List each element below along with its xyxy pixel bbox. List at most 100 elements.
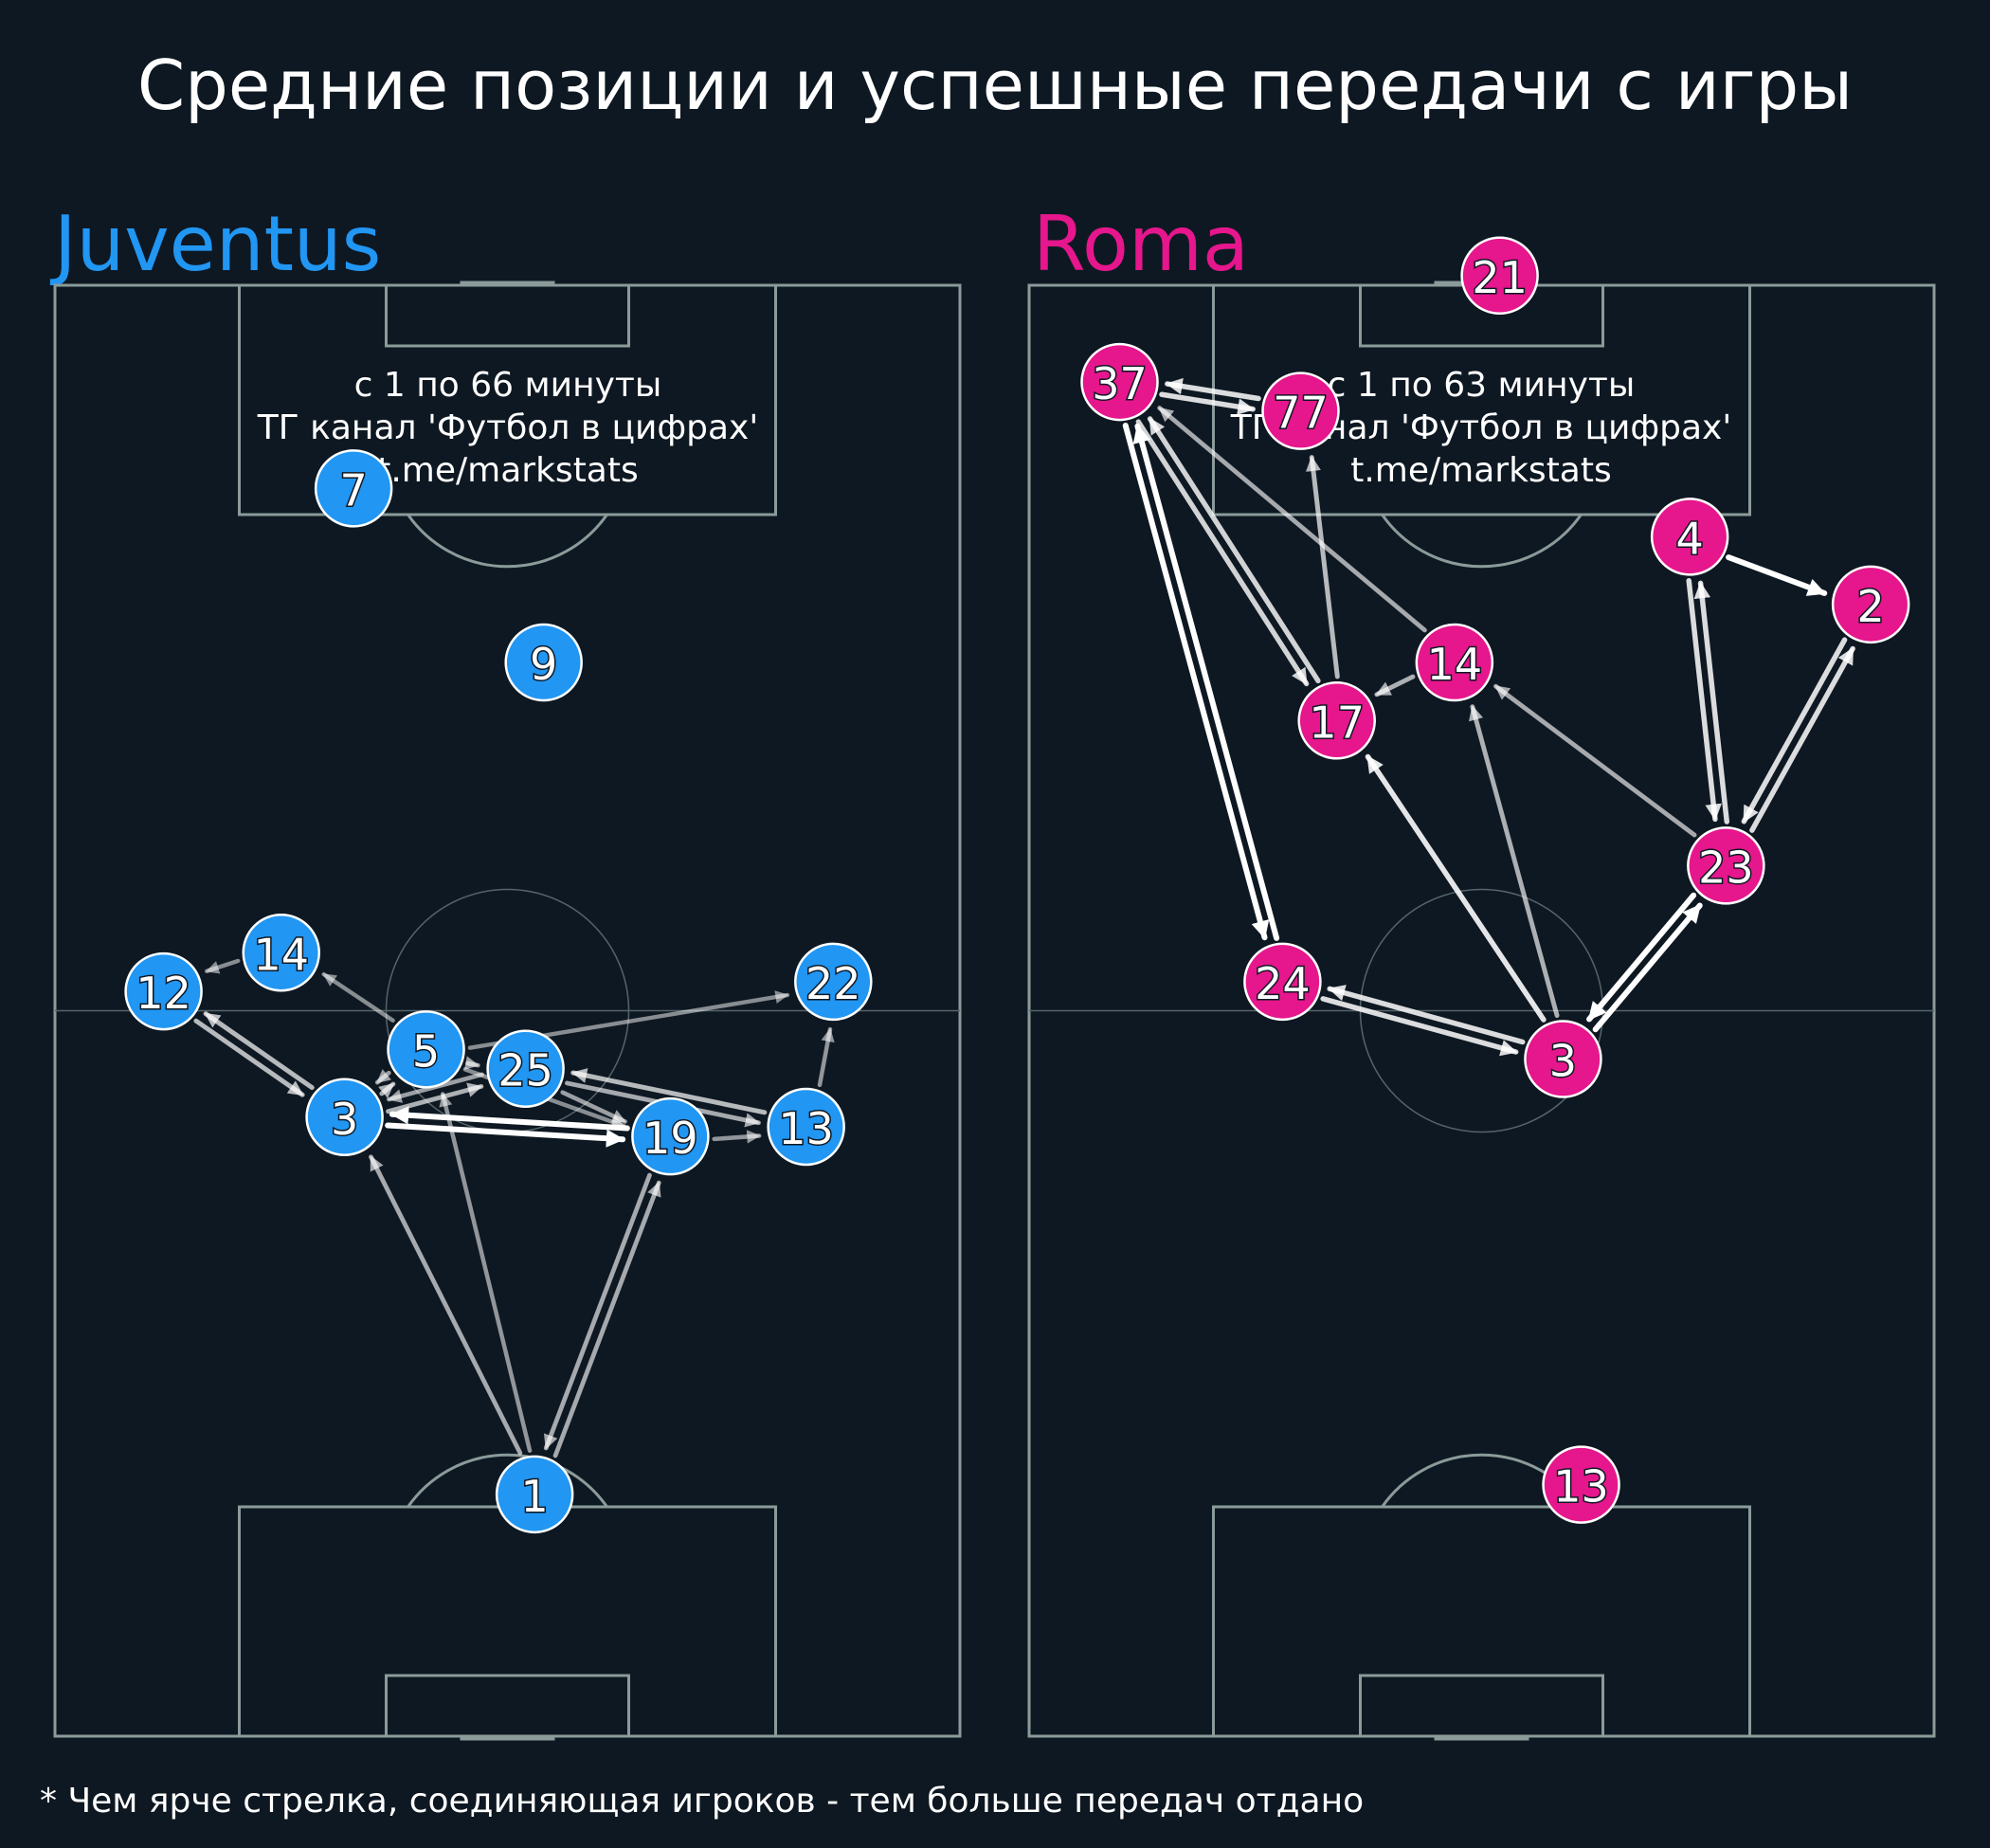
roma-player-77-marker [1261, 371, 1340, 450]
roma-pass-17-to-37 [1147, 416, 1321, 684]
roma-pass-24-to-3 [1320, 996, 1519, 1057]
roma-pass-23-to-2 [1749, 645, 1855, 833]
roma-player-77-label: 77 [1273, 388, 1329, 439]
roma-pass-37-to-17 [1135, 419, 1310, 687]
juventus-pass-3-to-5 [378, 1081, 396, 1098]
figure-title: Средние позиции и успешные передачи с иг… [137, 45, 1853, 125]
roma-pass-77-to-37 [1165, 377, 1261, 402]
juventus-pass-1-to-3 [369, 1154, 523, 1456]
roma-player-23-marker [1687, 826, 1765, 905]
roma-player-2-label: 2 [1857, 581, 1885, 632]
roma-pass-23-to-14 [1493, 683, 1697, 838]
juventus-passes [193, 958, 835, 1458]
juventus-player-9-label: 9 [530, 639, 557, 690]
juventus-player-13-label: 13 [778, 1103, 834, 1154]
roma-player-24-marker [1243, 942, 1322, 1022]
juventus-player-25-marker [486, 1029, 565, 1108]
juventus-info-line-3: t.me/markstats [377, 451, 638, 490]
juventus-player-5-marker [387, 1010, 465, 1089]
roma-player-2-marker [1831, 565, 1910, 644]
roma-player-14-marker [1415, 623, 1494, 702]
juventus-players: 7 9 14 12 22 5 25 3 19 13 1 [124, 449, 873, 1534]
juventus-pass-3-to-19 [385, 1122, 626, 1148]
roma-pass-2-to-23 [1741, 637, 1848, 824]
roma-player-37-marker [1080, 342, 1159, 422]
juventus-player-22-label: 22 [805, 958, 861, 1009]
roma-player-23-label: 23 [1698, 842, 1754, 893]
roma-player-13-label: 13 [1553, 1461, 1609, 1513]
roma-pass-23-to-3 [1586, 892, 1697, 1023]
roma-penalty-area-bottom [1212, 1505, 1751, 1738]
juventus-player-14-marker [242, 914, 320, 992]
roma-info-line-1: с 1 по 63 минуты [1328, 366, 1636, 405]
juventus-pass-14-to-12 [205, 958, 241, 974]
juventus-player-25-label: 25 [498, 1045, 553, 1096]
roma-player-24-label: 24 [1255, 958, 1311, 1009]
juventus-pass-12-to-3 [193, 1018, 305, 1097]
team-name-roma: Roma [1033, 200, 1249, 288]
roma-player-13-marker [1542, 1445, 1620, 1524]
roma-player-3-marker [1524, 1020, 1602, 1098]
roma-pass-3-to-17 [1365, 753, 1547, 1023]
juventus-player-19-label: 19 [642, 1113, 698, 1164]
juventus-player-12-label: 12 [136, 968, 191, 1019]
juventus-player-22-marker [794, 942, 873, 1022]
roma-pass-4-to-2 [1726, 554, 1828, 596]
juventus-player-12-marker [124, 951, 203, 1031]
juventus-pass-5-to-14 [321, 971, 395, 1023]
team-name-juventus: Juventus [49, 200, 381, 288]
juventus-info-line-1: с 1 по 66 минуты [354, 366, 662, 405]
roma-player-21-label: 21 [1472, 252, 1528, 303]
juventus-pass-5-to-3 [374, 1069, 392, 1085]
roma-pass-24-to-37 [1132, 423, 1280, 941]
juventus-player-1-marker [495, 1455, 574, 1534]
footnote: * Чем ярче стрелка, соединяющая игроков … [40, 1782, 1364, 1821]
juventus-penalty-area-bottom [238, 1505, 777, 1738]
juventus-pass-3-to-12 [203, 1011, 315, 1091]
roma-player-14-label: 14 [1427, 639, 1483, 690]
juventus-player-1-label: 1 [521, 1471, 549, 1522]
juventus-panel: Juventus с 1 по 66 минуты ТГ канал 'Футб… [49, 200, 962, 1741]
juventus-pass-1-to-5 [439, 1092, 533, 1453]
juventus-goal-area-top [385, 283, 630, 348]
juventus-pass-1-to-19 [552, 1180, 661, 1458]
juventus-player-3-marker [305, 1078, 384, 1157]
juventus-player-5-label: 5 [412, 1025, 440, 1077]
roma-pass-17-to-77 [1305, 455, 1340, 679]
juventus-info-line-2: ТГ канал 'Футбол в цифрах' [257, 408, 759, 447]
roma-pass-23-to-4 [1693, 580, 1730, 824]
juventus-penalty-arc-bottom [407, 1453, 608, 1508]
roma-penalty-arc-top [1381, 514, 1583, 569]
juventus-player-13-marker [767, 1087, 845, 1167]
roma-pass-4-to-23 [1686, 578, 1722, 823]
roma-panel: Roma с 1 по 63 минуты ТГ канал 'Футбол в… [1027, 200, 1936, 1741]
roma-info-line-3: t.me/markstats [1350, 451, 1611, 490]
juventus-penalty-arc-top [407, 514, 608, 569]
roma-player-21-marker [1460, 236, 1539, 316]
roma-pass-14-to-17 [1374, 674, 1416, 698]
roma-passes [1122, 377, 1855, 1057]
juventus-pass-5-to-25 [463, 1056, 480, 1070]
juventus-pass-13-to-22 [817, 1026, 835, 1088]
roma-pass-37-to-24 [1122, 423, 1270, 941]
roma-player-3-label: 3 [1549, 1036, 1577, 1087]
roma-goal-area-bottom [1359, 1674, 1604, 1738]
juventus-goal-area-bottom [385, 1674, 630, 1738]
roma-pitch [1027, 281, 1936, 1741]
roma-player-37-label: 37 [1092, 358, 1148, 409]
juventus-player-7-label: 7 [340, 464, 368, 516]
juventus-pass-19-to-3 [389, 1106, 630, 1132]
juventus-pass-19-to-1 [543, 1172, 652, 1451]
juventus-player-19-marker [631, 1096, 710, 1176]
juventus-player-9-marker [504, 623, 583, 702]
roma-player-17-label: 17 [1309, 697, 1365, 748]
roma-player-17-marker [1297, 681, 1376, 760]
juventus-player-14-label: 14 [253, 929, 309, 980]
roma-pass-14-to-37 [1157, 406, 1427, 633]
roma-player-4-marker [1650, 498, 1729, 576]
juventus-player-7-marker [314, 449, 393, 528]
roma-players: 21 37 77 4 2 14 17 23 24 3 13 [1080, 236, 1910, 1524]
roma-pass-37-to-77 [1159, 391, 1256, 415]
roma-player-4-label: 4 [1676, 513, 1704, 564]
